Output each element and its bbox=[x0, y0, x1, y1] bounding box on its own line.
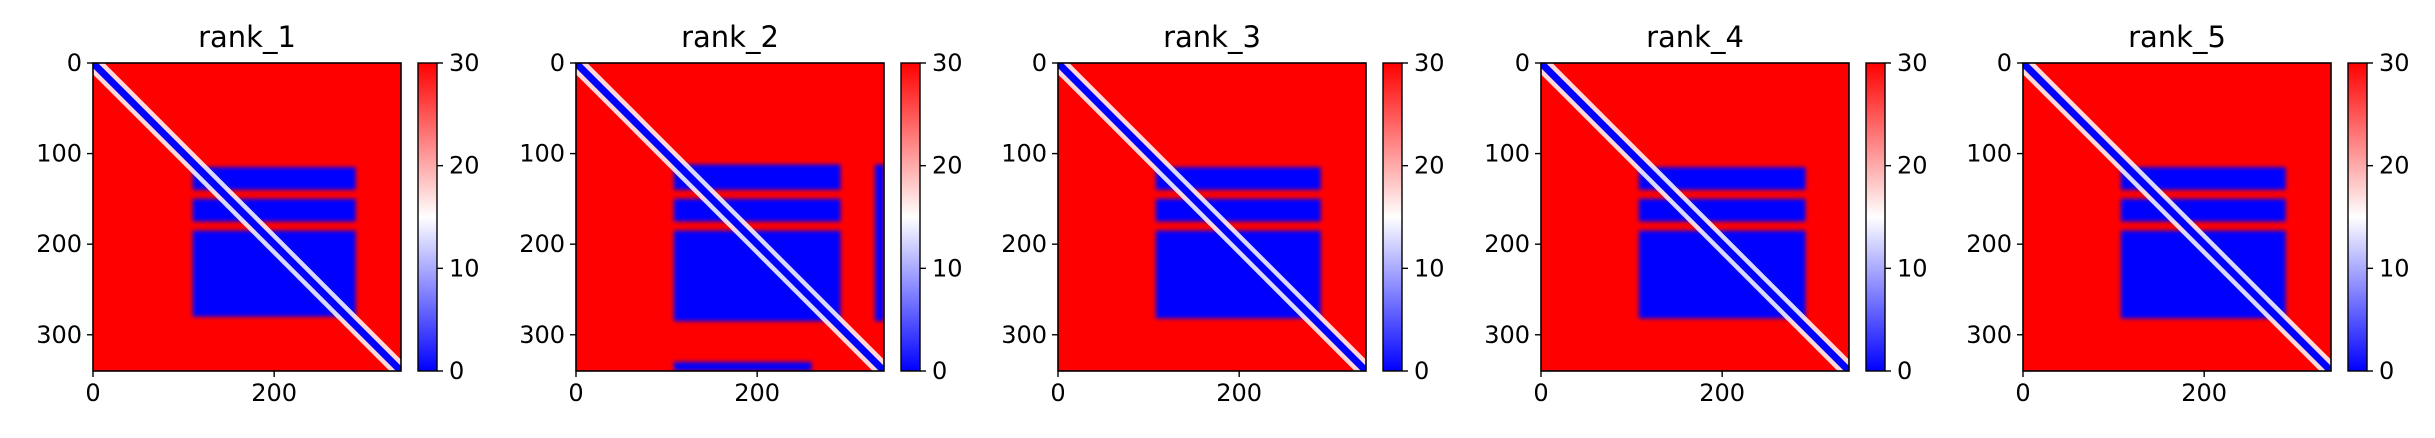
colorbar-tick-label: 20 bbox=[1414, 152, 1445, 180]
y-tick-label: 100 bbox=[1001, 140, 1047, 168]
chart-title: rank_4 bbox=[1646, 20, 1744, 54]
colorbar-tick-label: 10 bbox=[932, 254, 963, 282]
colorbar: 0 10 20 30 bbox=[900, 49, 963, 385]
y-tick-label: 300 bbox=[519, 321, 565, 349]
colorbar-gradient bbox=[417, 62, 438, 372]
diagonal-line bbox=[1058, 63, 1366, 371]
x-tick-label: 0 bbox=[568, 379, 583, 407]
colorbar-tick-label: 30 bbox=[449, 49, 480, 77]
colorbar-tick-label: 0 bbox=[1897, 357, 1912, 385]
y-tick-label: 200 bbox=[1484, 230, 1530, 258]
colorbar-tick-label: 20 bbox=[449, 152, 480, 180]
colorbar-gradient bbox=[900, 62, 921, 372]
y-tick-label: 300 bbox=[1484, 321, 1530, 349]
colorbar-tick-label: 10 bbox=[1414, 254, 1445, 282]
heatmap-image bbox=[2023, 63, 2331, 371]
y-tick-label: 300 bbox=[1966, 321, 2012, 349]
colorbar-tick-label: 0 bbox=[449, 357, 464, 385]
y-tick-label: 100 bbox=[519, 140, 565, 168]
y-tick-label: 0 bbox=[1515, 49, 1530, 77]
y-tick-label: 0 bbox=[550, 49, 565, 77]
diagonal-line bbox=[2023, 63, 2331, 371]
low-error-block-1 bbox=[192, 167, 356, 190]
heatmap-image bbox=[1058, 63, 1366, 371]
low-error-block-2 bbox=[2120, 198, 2286, 222]
colorbar-tick-label: 0 bbox=[1414, 357, 1429, 385]
colorbar: 0 10 20 30 bbox=[417, 49, 480, 385]
colorbar-tick-label: 10 bbox=[1897, 254, 1928, 282]
y-tick-label: 0 bbox=[67, 49, 82, 77]
x-tick-label: 200 bbox=[2181, 379, 2227, 407]
heatmap-image bbox=[93, 63, 401, 371]
colorbar-gradient bbox=[1865, 62, 1886, 372]
y-tick-label: 300 bbox=[1001, 321, 1047, 349]
colorbar: 0 10 20 30 bbox=[1382, 49, 1445, 385]
axes-frame bbox=[2022, 62, 2332, 372]
low-error-block-1 bbox=[1638, 167, 1806, 190]
chart-title: rank_5 bbox=[2128, 20, 2226, 54]
axes-frame bbox=[1057, 62, 1367, 372]
diagonal-line bbox=[1541, 63, 1849, 371]
chart-title: rank_3 bbox=[1163, 20, 1261, 54]
x-tick-label: 200 bbox=[1699, 379, 1745, 407]
heatmap-image bbox=[1541, 63, 1849, 371]
chart-title: rank_2 bbox=[681, 20, 779, 54]
low-error-block-2 bbox=[673, 198, 841, 222]
low-error-block-5 bbox=[673, 361, 812, 371]
axes-frame bbox=[575, 62, 885, 372]
x-tick-label: 0 bbox=[1050, 379, 1065, 407]
colorbar-gradient bbox=[2347, 62, 2368, 372]
colorbar-tick-label: 20 bbox=[2379, 152, 2410, 180]
axes-frame bbox=[92, 62, 402, 372]
diagonal-line bbox=[576, 63, 884, 371]
colorbar-tick-label: 20 bbox=[932, 152, 963, 180]
low-error-block-1 bbox=[1155, 167, 1321, 190]
heatmap-panel-5: rank_5 0 200 0 100 200 300 0 10 20 30 bbox=[1966, 20, 2409, 407]
colorbar: 0 10 20 30 bbox=[1865, 49, 1928, 385]
colorbar-tick-label: 30 bbox=[1414, 49, 1445, 77]
heatmap-panel-3: rank_3 0 200 0 100 200 300 0 10 20 30 bbox=[1001, 20, 1444, 407]
y-tick-label: 200 bbox=[1966, 230, 2012, 258]
heatmap-panel-2: rank_2 0 200 0 100 200 300 0 10 20 30 bbox=[519, 20, 962, 407]
y-tick-label: 100 bbox=[1484, 140, 1530, 168]
y-tick-label: 100 bbox=[36, 140, 82, 168]
y-tick-label: 0 bbox=[1032, 49, 1047, 77]
axes-frame bbox=[1540, 62, 1850, 372]
low-error-block-2 bbox=[1155, 198, 1321, 222]
low-error-block-2 bbox=[192, 198, 356, 222]
y-tick-label: 0 bbox=[1997, 49, 2012, 77]
heatmap-image bbox=[576, 63, 884, 371]
heatmap-panel-4: rank_4 0 200 0 100 200 300 0 10 20 30 bbox=[1484, 20, 1927, 407]
heatmap-panel-1: rank_1 0 200 0 100 200 300 0 10 20 30 bbox=[36, 20, 479, 407]
colorbar-tick-label: 20 bbox=[1897, 152, 1928, 180]
colorbar-tick-label: 10 bbox=[449, 254, 480, 282]
colorbar-gradient bbox=[1382, 62, 1403, 372]
y-tick-label: 200 bbox=[1001, 230, 1047, 258]
colorbar-tick-label: 0 bbox=[932, 357, 947, 385]
x-tick-label: 200 bbox=[734, 379, 780, 407]
colorbar: 0 10 20 30 bbox=[2347, 49, 2410, 385]
chart-title: rank_1 bbox=[198, 20, 296, 54]
x-tick-label: 200 bbox=[251, 379, 297, 407]
low-error-block-2 bbox=[1638, 198, 1806, 222]
low-error-block-1 bbox=[2120, 167, 2286, 190]
x-tick-label: 0 bbox=[85, 379, 100, 407]
colorbar-tick-label: 10 bbox=[2379, 254, 2410, 282]
low-error-block-4 bbox=[874, 164, 884, 322]
diagonal-line bbox=[93, 63, 401, 371]
x-tick-label: 0 bbox=[2015, 379, 2030, 407]
colorbar-tick-label: 30 bbox=[1897, 49, 1928, 77]
y-tick-label: 200 bbox=[519, 230, 565, 258]
x-tick-label: 200 bbox=[1216, 379, 1262, 407]
y-tick-label: 300 bbox=[36, 321, 82, 349]
colorbar-tick-label: 30 bbox=[932, 49, 963, 77]
colorbar-tick-label: 30 bbox=[2379, 49, 2410, 77]
colorbar-tick-label: 0 bbox=[2379, 357, 2394, 385]
x-tick-label: 0 bbox=[1533, 379, 1548, 407]
y-tick-label: 200 bbox=[36, 230, 82, 258]
y-tick-label: 100 bbox=[1966, 140, 2012, 168]
